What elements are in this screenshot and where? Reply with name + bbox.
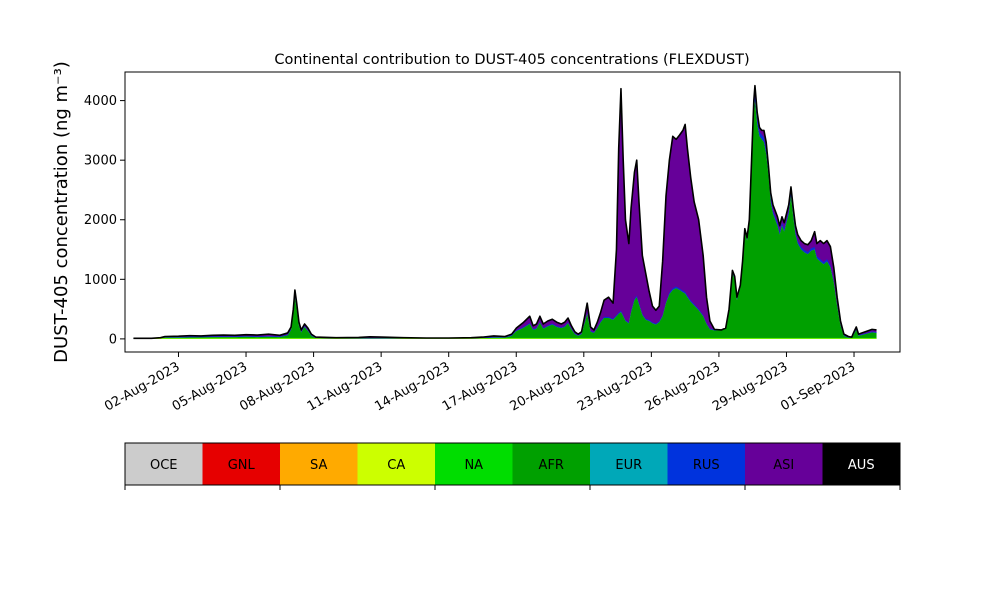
legend-label-asi: ASI: [773, 458, 794, 473]
legend-label-afr: AFR: [539, 458, 564, 473]
x-tick-label: 23-Aug-2023: [575, 359, 655, 414]
legend-label-ca: CA: [387, 458, 405, 473]
legend-swatch-afr: [512, 443, 591, 485]
x-tick-label: 29-Aug-2023: [710, 359, 790, 414]
legend-swatch-eur: [590, 443, 668, 485]
y-tick-label: 4000: [84, 94, 117, 109]
area-asi: [133, 85, 877, 339]
y-tick-label: 2000: [84, 213, 117, 228]
legend-swatch-gnl: [202, 443, 281, 485]
y-tick-label: 3000: [84, 154, 117, 169]
legend-colorbar: OCE GNL SA CA NA AFR EUR RUS ASI AUS: [124, 442, 901, 490]
x-tick-label: 05-Aug-2023: [170, 359, 250, 414]
legend-swatch-aus: [822, 443, 901, 485]
y-tick-label: 1000: [84, 273, 117, 288]
x-tick-label: 20-Aug-2023: [507, 359, 587, 414]
x-tick-label: 26-Aug-2023: [643, 359, 723, 414]
x-tick-label: 08-Aug-2023: [237, 359, 317, 414]
x-tick-label: 11-Aug-2023: [305, 359, 385, 414]
legend-label-sa: SA: [310, 458, 327, 473]
legend-swatch-oce: [125, 443, 203, 485]
chart-title: Continental contribution to DUST-405 con…: [274, 52, 749, 68]
legend-label-gnl: GNL: [228, 458, 256, 473]
area-layers: [133, 84, 877, 340]
y-axis: 0 1000 2000 3000 4000: [84, 94, 125, 347]
legend-swatch-na: [435, 443, 513, 485]
legend-swatch-rus: [667, 443, 746, 485]
legend-label-aus: AUS: [848, 458, 875, 473]
legend-swatch-sa: [280, 443, 358, 485]
x-tick-label: 14-Aug-2023: [372, 359, 452, 414]
area-afr: [133, 100, 877, 339]
y-axis-label: DUST-405 concentration (ng m⁻³): [51, 61, 72, 363]
legend-swatch-asi: [745, 443, 823, 485]
legend-label-na: NA: [464, 458, 483, 473]
legend-swatch-ca: [357, 443, 436, 485]
legend-label-rus: RUS: [693, 458, 720, 473]
total-line: [133, 84, 877, 340]
x-axis: 02-Aug-202305-Aug-202308-Aug-202311-Aug-…: [102, 352, 858, 415]
x-tick-label: 01-Sep-2023: [778, 359, 858, 414]
plot-frame: [124, 71, 901, 353]
legend-label-eur: EUR: [615, 458, 642, 473]
y-tick-label: 0: [109, 332, 117, 347]
legend-label-oce: OCE: [150, 458, 178, 473]
x-tick-label: 17-Aug-2023: [440, 359, 520, 414]
x-tick-label: 02-Aug-2023: [102, 359, 182, 414]
legend-frame: [124, 442, 901, 486]
